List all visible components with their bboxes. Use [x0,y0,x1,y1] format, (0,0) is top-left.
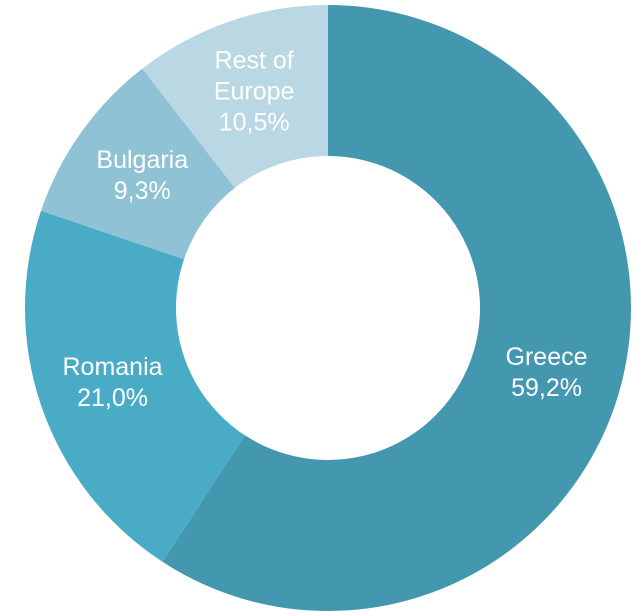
value-label: 10,5% [218,108,290,137]
slice-label: Bulgaria 9,3% [77,145,207,207]
category-label: Romania [62,352,163,381]
category-label: Greece [505,342,588,371]
category-label: Bulgaria [96,145,189,174]
value-label: 9,3% [113,176,171,205]
slice [24,210,245,562]
slice-label: Romania 21,0% [48,352,178,414]
slice [162,5,631,611]
value-label: 59,2% [511,373,582,402]
slice-label: Greece 59,2% [482,342,612,404]
slice [142,5,328,188]
category-label: Rest of Europe [213,46,295,106]
value-label: 21,0% [77,383,148,412]
slice [41,68,235,260]
slice-label: Rest of Europe 10,5% [189,46,319,139]
